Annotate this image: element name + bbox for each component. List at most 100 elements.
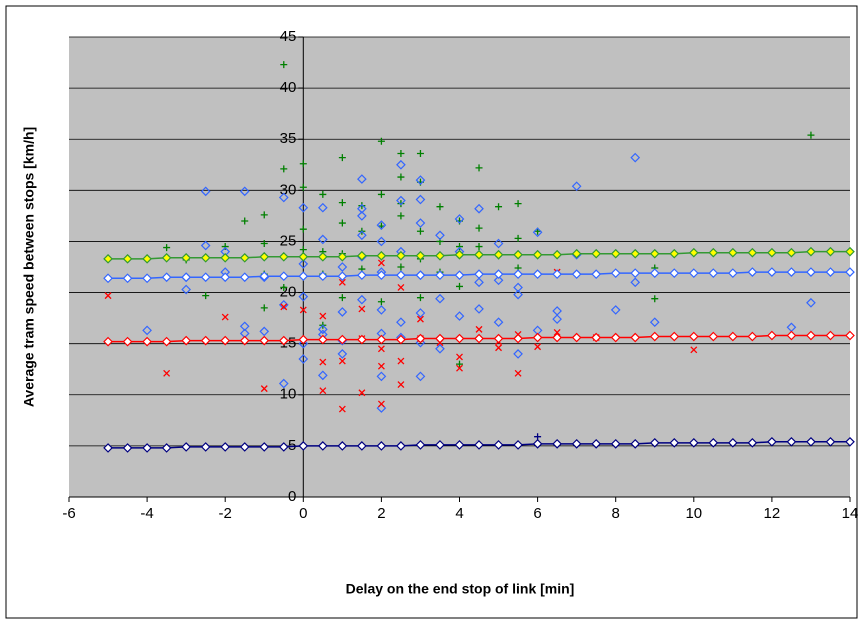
point: [493, 317, 504, 328]
point: [436, 203, 444, 211]
point: [513, 269, 523, 280]
y-axis-title: Average tram speed between stops [km/h]: [21, 127, 37, 407]
point: [376, 220, 387, 230]
point: [651, 295, 659, 303]
point: [415, 218, 426, 228]
point: [474, 277, 484, 288]
point: [495, 344, 503, 352]
point: [416, 150, 424, 158]
point: [338, 199, 346, 207]
point: [338, 294, 346, 302]
point: [456, 282, 463, 290]
point: [415, 371, 426, 382]
point: [493, 275, 504, 286]
point: [200, 252, 211, 263]
point: [357, 230, 367, 241]
point: [338, 357, 346, 365]
point: [317, 234, 328, 245]
point: [298, 334, 309, 345]
point: [161, 252, 172, 263]
point: [397, 381, 405, 389]
point: [728, 331, 738, 342]
point: [396, 159, 406, 170]
point: [298, 251, 309, 262]
point: [475, 325, 483, 333]
x-tick-label: 8: [612, 505, 620, 522]
point: [708, 437, 719, 448]
point: [825, 436, 836, 447]
point: [435, 230, 445, 241]
point: [454, 214, 465, 224]
point: [317, 441, 328, 451]
point: [806, 297, 816, 308]
point: [435, 333, 445, 344]
point: [845, 246, 855, 257]
point: [610, 305, 621, 315]
point: [357, 334, 367, 345]
point: [630, 332, 641, 343]
point: [376, 334, 387, 345]
point: [239, 252, 250, 263]
point: [513, 289, 523, 300]
point: [435, 343, 445, 354]
point: [122, 253, 133, 264]
point: [571, 181, 582, 192]
plot-background: [69, 37, 850, 497]
point: [299, 183, 307, 191]
x-tick-label: 12: [764, 505, 781, 522]
point: [103, 336, 113, 347]
point: [200, 272, 211, 283]
point: [610, 248, 621, 259]
point: [122, 336, 133, 347]
point: [534, 343, 542, 351]
point: [845, 267, 855, 277]
point: [747, 437, 758, 448]
point: [377, 298, 385, 306]
point: [649, 331, 660, 342]
point: [454, 270, 465, 281]
point: [493, 269, 504, 280]
x-tick-label: -2: [219, 505, 232, 522]
point: [475, 224, 483, 232]
point: [493, 440, 504, 450]
point: [786, 436, 797, 447]
point: [337, 334, 348, 345]
point: [357, 250, 367, 261]
point: [688, 437, 699, 448]
point: [358, 202, 366, 210]
point: [278, 378, 289, 389]
point: [142, 336, 152, 347]
point: [630, 152, 641, 163]
point: [338, 154, 346, 162]
point: [337, 441, 348, 451]
point: [317, 202, 328, 213]
y-tick-label: 0: [288, 488, 296, 505]
point: [397, 200, 405, 208]
point: [142, 273, 152, 284]
point: [688, 268, 699, 278]
point: [280, 165, 288, 173]
point: [377, 259, 385, 267]
point: [649, 317, 660, 328]
point: [357, 211, 367, 221]
point: [317, 271, 328, 282]
point: [260, 385, 268, 393]
point: [396, 195, 406, 206]
point: [260, 211, 268, 219]
point: [142, 253, 152, 264]
point: [415, 250, 426, 261]
point: [220, 335, 231, 346]
point: [571, 248, 582, 259]
point: [552, 314, 562, 324]
point: [338, 219, 346, 227]
x-tick-label: 6: [533, 505, 541, 522]
point: [767, 247, 777, 258]
point: [376, 305, 387, 315]
point: [181, 442, 191, 452]
point: [532, 438, 543, 449]
point: [454, 249, 465, 260]
point: [806, 330, 816, 341]
point: [415, 175, 426, 185]
point: [610, 438, 621, 449]
